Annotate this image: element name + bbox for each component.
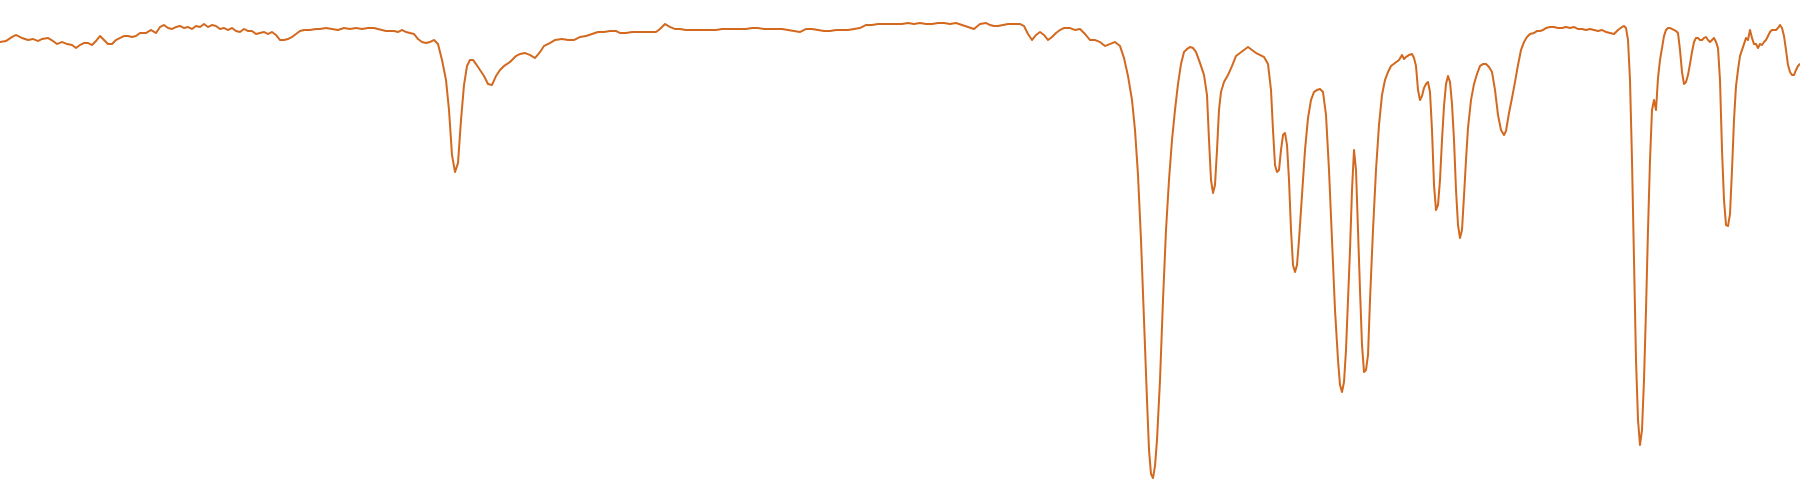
series-line <box>0 22 1800 479</box>
